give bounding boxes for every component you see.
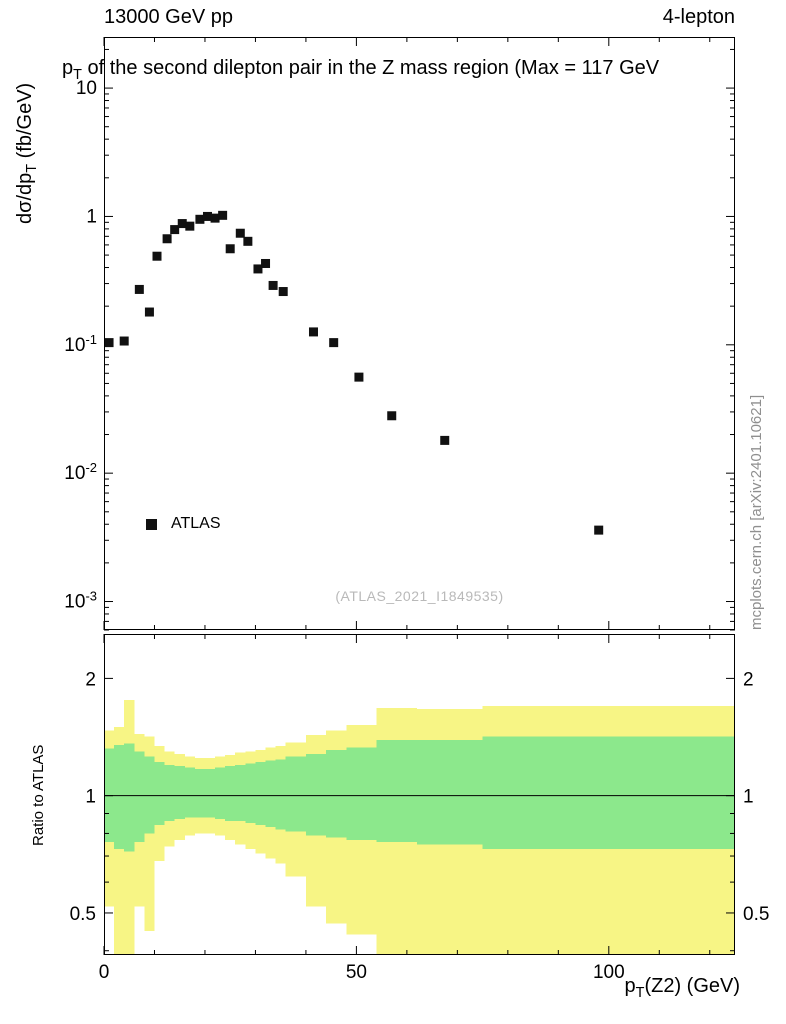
svg-text:2: 2 [743, 669, 754, 690]
beam-energy-label: 13000 GeV pp [104, 6, 233, 28]
data-marker-icon [146, 518, 157, 530]
main-y-axis-label-sub: T [24, 163, 40, 173]
ratio-y-axis-label: Ratio to ATLAS [30, 744, 47, 846]
svg-text:0: 0 [99, 962, 110, 983]
svg-text:10-2: 10-2 [64, 460, 97, 484]
analysis-id-watermark: (ATLAS_2021_I1849535) [335, 588, 504, 604]
x-axis-label-sub: T [635, 985, 645, 1001]
mcplots-attribution: mcplots.cern.ch [arXiv:2401.10621] [748, 394, 765, 630]
svg-text:10: 10 [76, 78, 97, 99]
plot-title: pT of the second dilepton pair in the Z … [62, 57, 659, 83]
svg-text:0.5: 0.5 [70, 904, 96, 925]
svg-text:1: 1 [743, 787, 754, 808]
plot-title-pre: p [62, 57, 74, 79]
legend-label: ATLAS [171, 515, 221, 532]
svg-text:1: 1 [85, 787, 96, 808]
x-axis-label-pre: p [624, 975, 636, 997]
main-plot-area: 10 1 10-1 10-2 10-3 [64, 37, 735, 631]
legend: ATLAS [146, 515, 221, 533]
main-y-axis-label: dσ/dpT (fb/GeV) [14, 83, 40, 224]
main-y-axis-label-pre: dσ/dp [14, 172, 36, 224]
svg-text:1: 1 [86, 206, 97, 227]
ratio-plot-area: 0.5 0.5 1 1 2 2 0 50 100 [70, 634, 769, 983]
main-plot-canvas: 10 1 10-1 10-2 10-3 [64, 37, 735, 631]
x-axis-label: pT(Z2) (GeV) [625, 975, 740, 1001]
svg-text:2: 2 [85, 669, 96, 690]
ratio-plot-canvas: 0.5 0.5 1 1 2 2 0 50 100 [70, 634, 769, 983]
svg-text:0.5: 0.5 [743, 904, 769, 925]
process-label: 4-lepton [662, 6, 735, 28]
plot-title-rest: of the second dilepton pair in the Z mas… [81, 57, 660, 79]
svg-text:50: 50 [346, 962, 367, 983]
svg-text:100: 100 [593, 962, 625, 983]
plot-title-sub: T [73, 67, 82, 83]
main-y-axis-label-rest: (fb/GeV) [14, 82, 36, 164]
x-axis-label-rest: (Z2) (GeV) [644, 975, 740, 997]
svg-text:10-1: 10-1 [64, 332, 97, 356]
svg-text:10-3: 10-3 [64, 589, 97, 613]
